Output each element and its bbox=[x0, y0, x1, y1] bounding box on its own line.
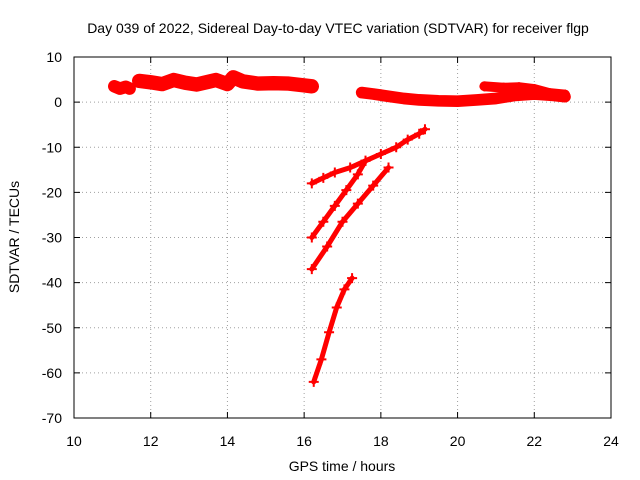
x-tick-label: 14 bbox=[220, 433, 236, 449]
data-point bbox=[513, 82, 524, 93]
y-tick-label: -60 bbox=[42, 365, 62, 381]
data-point bbox=[283, 78, 294, 89]
y-tick-label: -10 bbox=[42, 139, 62, 155]
data-point bbox=[237, 76, 248, 87]
data-point bbox=[414, 128, 425, 139]
chart-title: Day 039 of 2022, Sidereal Day-to-day VTE… bbox=[87, 20, 589, 36]
x-tick-label: 22 bbox=[526, 433, 542, 449]
data-point bbox=[341, 185, 352, 196]
series-arc-1 bbox=[108, 80, 136, 95]
axis-ticks: 10 12 14 16 18 20 22 24 -70 -60 -50 -40 -30 -20 -10 0 10 bbox=[42, 49, 619, 449]
series-line bbox=[309, 165, 391, 272]
x-tick-label: 16 bbox=[296, 433, 312, 449]
data-point bbox=[306, 81, 317, 92]
data-point bbox=[306, 232, 317, 243]
y-tick-label: -30 bbox=[42, 230, 62, 246]
y-tick-label: -50 bbox=[42, 320, 62, 336]
data-series bbox=[108, 70, 571, 387]
data-point bbox=[368, 180, 379, 191]
data-point bbox=[398, 93, 409, 104]
data-point bbox=[414, 94, 425, 105]
data-point bbox=[402, 134, 413, 145]
data-point bbox=[180, 77, 191, 88]
data-point bbox=[368, 89, 379, 100]
data-point bbox=[228, 72, 239, 83]
y-tick-label: 10 bbox=[46, 49, 62, 65]
series-arc-7 bbox=[306, 162, 394, 275]
series-arc-5 bbox=[306, 124, 430, 189]
data-point bbox=[490, 93, 501, 104]
series-line bbox=[309, 126, 428, 186]
x-tick-label: 18 bbox=[373, 433, 389, 449]
data-point bbox=[345, 162, 356, 173]
data-point bbox=[157, 79, 168, 90]
data-point bbox=[134, 75, 145, 86]
series-arc-6 bbox=[306, 155, 371, 243]
x-tick-label: 10 bbox=[66, 433, 82, 449]
grid-lines bbox=[74, 57, 611, 418]
y-tick-label: -20 bbox=[42, 184, 62, 200]
data-point bbox=[124, 83, 135, 94]
data-point bbox=[339, 284, 350, 295]
data-point bbox=[109, 81, 120, 92]
data-point bbox=[308, 376, 319, 387]
data-point bbox=[352, 198, 363, 209]
data-point bbox=[471, 94, 482, 105]
series-arc-4 bbox=[479, 81, 570, 100]
data-point bbox=[222, 79, 233, 90]
y-axis-label: SDTVAR / TECUs bbox=[6, 181, 22, 293]
data-point bbox=[253, 78, 264, 89]
x-tick-label: 12 bbox=[143, 433, 159, 449]
data-point bbox=[331, 302, 342, 313]
data-point bbox=[419, 124, 430, 135]
data-point bbox=[306, 178, 317, 189]
data-point bbox=[559, 89, 570, 100]
data-point bbox=[318, 172, 329, 183]
data-point bbox=[115, 83, 126, 94]
y-tick-label: -40 bbox=[42, 275, 62, 291]
data-point bbox=[479, 81, 490, 92]
data-point bbox=[391, 142, 402, 153]
data-point bbox=[316, 354, 327, 365]
data-point bbox=[318, 216, 329, 227]
data-point bbox=[498, 82, 509, 93]
x-tick-label: 24 bbox=[603, 433, 619, 449]
data-point bbox=[383, 91, 394, 102]
series-line bbox=[132, 70, 319, 94]
data-point bbox=[544, 88, 555, 99]
y-tick-label: -70 bbox=[42, 410, 62, 426]
series-arc-8 bbox=[308, 273, 358, 387]
data-point bbox=[347, 273, 358, 284]
data-point bbox=[203, 76, 214, 87]
x-axis-label: GPS time / hours bbox=[289, 458, 396, 474]
series-line bbox=[311, 275, 355, 385]
data-point bbox=[191, 79, 202, 90]
data-point bbox=[352, 169, 363, 180]
series-line bbox=[309, 158, 368, 240]
x-tick-label: 20 bbox=[450, 433, 466, 449]
data-point bbox=[375, 149, 386, 160]
data-point bbox=[306, 264, 317, 275]
data-point bbox=[324, 327, 335, 338]
data-point bbox=[145, 77, 156, 88]
data-point bbox=[356, 87, 367, 98]
data-point bbox=[433, 95, 444, 106]
data-point bbox=[322, 241, 333, 252]
data-point bbox=[329, 200, 340, 211]
data-point bbox=[268, 78, 279, 89]
data-point bbox=[337, 216, 348, 227]
data-point bbox=[529, 84, 540, 95]
data-point bbox=[360, 155, 371, 166]
y-tick-label: 0 bbox=[54, 94, 62, 110]
data-point bbox=[452, 96, 463, 107]
data-point bbox=[329, 167, 340, 178]
data-point bbox=[210, 75, 221, 86]
data-point bbox=[383, 162, 394, 173]
data-point bbox=[168, 75, 179, 86]
series-arc-2 bbox=[132, 70, 319, 94]
